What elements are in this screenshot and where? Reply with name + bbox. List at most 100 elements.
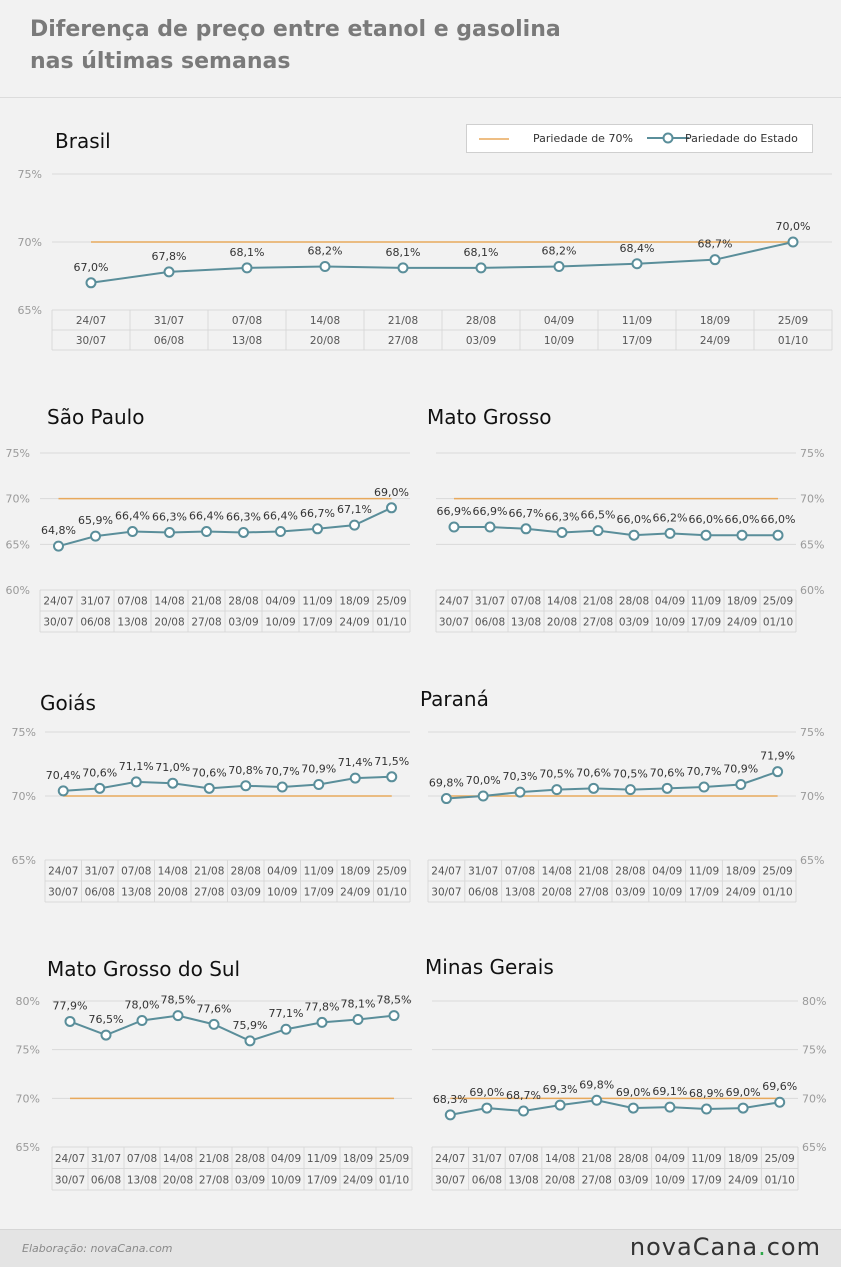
- x-category-start-4-1: 31/07: [468, 866, 498, 878]
- x-category-start-2-3: 14/08: [547, 596, 577, 608]
- data-label-2-4: 66,5%: [581, 509, 616, 522]
- data-point-5-0: [64, 1015, 76, 1027]
- x-category-start-4-6: 04/09: [652, 866, 682, 878]
- x-category-end-3-4: 27/08: [194, 887, 224, 899]
- x-category-start-2-8: 18/09: [727, 596, 757, 608]
- y-tick-label-1-1: 65%: [6, 538, 30, 551]
- x-category-start-4-8: 18/09: [726, 866, 756, 878]
- data-point-3-0: [57, 785, 69, 797]
- data-label-3-1: 70,6%: [82, 766, 117, 779]
- data-label-2-2: 66,7%: [509, 507, 544, 520]
- x-category-start-1-3: 14/08: [154, 596, 184, 608]
- x-category-end-6-9: 01/10: [765, 1174, 795, 1186]
- x-category-end-5-8: 24/09: [343, 1174, 373, 1186]
- x-category-end-3-0: 30/07: [48, 887, 78, 899]
- y-tick-label-6-0: 65%: [802, 1141, 826, 1154]
- x-category-end-5-0: 30/07: [55, 1174, 85, 1186]
- x-category-end-5-1: 06/08: [91, 1174, 121, 1186]
- y-tick-label-0-0: 65%: [18, 304, 42, 317]
- x-category-end-5-7: 17/09: [307, 1174, 337, 1186]
- data-label-1-7: 66,7%: [300, 507, 335, 520]
- data-label-3-9: 71,5%: [374, 755, 409, 768]
- data-label-5-3: 78,5%: [161, 994, 196, 1007]
- x-category-end-2-6: 10/09: [655, 617, 685, 629]
- x-category-start-1-5: 28/08: [228, 596, 258, 608]
- data-label-0-2: 68,1%: [230, 246, 265, 259]
- y-tick-label-4-1: 70%: [800, 790, 824, 803]
- data-point-0-7: [631, 258, 643, 270]
- data-point-1-6: [275, 526, 286, 538]
- x-category-end-2-1: 06/08: [475, 617, 505, 629]
- data-point-4-5: [624, 784, 636, 796]
- data-label-1-3: 66,3%: [152, 510, 187, 523]
- data-point-4-8: [735, 778, 747, 790]
- x-category-end-3-8: 24/09: [340, 887, 370, 899]
- legend-parity-label: Pariedade de 70%: [533, 132, 633, 145]
- data-point-6-0: [444, 1109, 456, 1121]
- x-category-end-4-1: 06/08: [468, 887, 498, 899]
- x-category-start-5-1: 31/07: [91, 1153, 121, 1165]
- series-line-3: [63, 775, 392, 792]
- x-category-end-1-9: 01/10: [376, 617, 406, 629]
- x-category-start-0-0: 24/07: [76, 315, 106, 327]
- x-category-start-5-2: 07/08: [127, 1153, 157, 1165]
- data-point-4-1: [477, 790, 489, 802]
- x-category-start-0-4: 21/08: [388, 315, 418, 327]
- data-label-0-5: 68,1%: [464, 246, 499, 259]
- x-category-end-0-5: 03/09: [466, 335, 496, 347]
- x-category-end-0-8: 24/09: [700, 335, 730, 347]
- x-category-end-1-7: 17/09: [302, 617, 332, 629]
- data-point-2-2: [520, 523, 532, 535]
- data-label-5-0: 77,9%: [53, 999, 88, 1012]
- data-label-4-3: 70,5%: [539, 768, 574, 781]
- y-tick-label-1-0: 60%: [6, 584, 30, 597]
- data-label-3-4: 70,6%: [192, 766, 227, 779]
- footer: Elaboração: novaCana.com novaCana.com: [0, 1229, 841, 1267]
- data-point-3-2: [130, 776, 142, 788]
- series-line-1: [58, 506, 392, 548]
- data-point-3-9: [386, 771, 398, 783]
- page-title-line-2: nas últimas semanas: [30, 49, 291, 74]
- x-category-end-4-5: 03/09: [615, 887, 645, 899]
- data-label-6-4: 69,8%: [579, 1078, 614, 1091]
- data-point-2-0: [448, 521, 460, 533]
- data-label-4-2: 70,3%: [503, 770, 538, 783]
- x-category-end-0-3: 20/08: [310, 335, 340, 347]
- x-category-start-4-5: 28/08: [615, 866, 645, 878]
- x-category-end-1-4: 27/08: [191, 617, 221, 629]
- x-category-end-3-1: 06/08: [85, 887, 115, 899]
- x-category-start-1-0: 24/07: [43, 596, 73, 608]
- x-category-end-1-0: 30/07: [43, 617, 73, 629]
- data-label-1-4: 66,4%: [189, 510, 224, 523]
- data-label-5-9: 78,5%: [377, 994, 412, 1007]
- x-category-end-6-0: 30/07: [435, 1174, 465, 1186]
- data-point-5-9: [388, 1010, 400, 1022]
- x-category-end-4-9: 01/10: [762, 887, 792, 899]
- data-point-6-5: [627, 1102, 639, 1114]
- y-tick-label-5-2: 75%: [16, 1044, 40, 1057]
- data-label-1-5: 66,3%: [226, 510, 261, 523]
- x-category-end-2-8: 24/09: [727, 617, 757, 629]
- x-category-end-5-9: 01/10: [379, 1174, 409, 1186]
- data-label-0-3: 68,2%: [308, 244, 343, 257]
- data-label-6-3: 69,3%: [543, 1083, 578, 1096]
- x-category-start-1-2: 07/08: [117, 596, 147, 608]
- x-category-start-3-5: 28/08: [231, 866, 261, 878]
- x-category-start-0-3: 14/08: [310, 315, 340, 327]
- data-label-2-7: 66,0%: [689, 513, 724, 526]
- x-category-end-1-1: 06/08: [80, 617, 110, 629]
- legend: Pariedade de 70% Pariedade do Estado: [466, 124, 813, 153]
- data-label-2-9: 66,0%: [761, 513, 796, 526]
- data-point-0-8: [709, 254, 721, 266]
- x-category-start-4-7: 11/09: [689, 866, 719, 878]
- x-category-start-2-4: 21/08: [583, 596, 613, 608]
- legend-series-label: Pariedade do Estado: [685, 132, 798, 145]
- data-point-6-7: [701, 1103, 712, 1115]
- data-point-0-6: [553, 260, 565, 272]
- data-point-4-4: [588, 782, 600, 794]
- y-tick-label-0-1: 70%: [18, 236, 42, 249]
- x-category-end-2-2: 13/08: [511, 617, 541, 629]
- data-label-0-7: 68,4%: [620, 242, 655, 255]
- x-category-start-0-1: 31/07: [154, 315, 184, 327]
- x-category-end-3-9: 01/10: [377, 887, 407, 899]
